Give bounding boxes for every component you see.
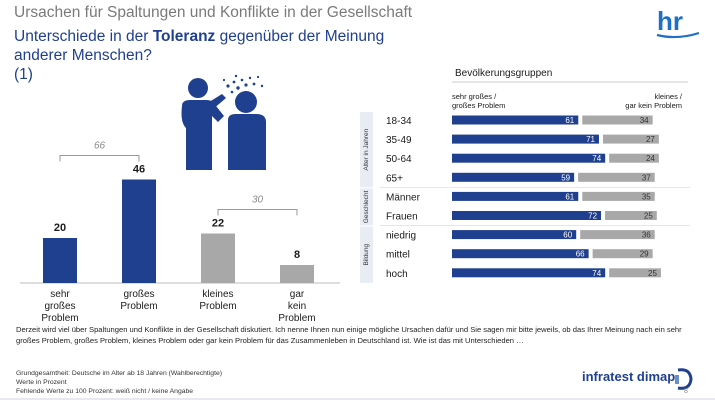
sum-bracket bbox=[217, 209, 298, 216]
data-label: 37 bbox=[642, 173, 651, 182]
title-bold: Toleranz bbox=[152, 28, 216, 45]
row-label: 18-34 bbox=[386, 116, 412, 127]
tick-label: großes Problem bbox=[120, 289, 157, 312]
infratest-dimap-icon bbox=[675, 368, 693, 390]
title-number: (1) bbox=[14, 66, 33, 83]
bar-sehr-gross bbox=[452, 134, 599, 144]
page-number: 8 bbox=[684, 388, 688, 395]
group-label: Geschlecht bbox=[363, 191, 370, 224]
group-band bbox=[360, 112, 373, 188]
title-suffix: gegenüber der Meinung anderer Menschen? bbox=[14, 28, 385, 64]
row-label: 35-49 bbox=[386, 135, 412, 146]
row-label: Frauen bbox=[386, 212, 418, 223]
logo-text: hr bbox=[657, 6, 683, 36]
bar-kleines bbox=[578, 172, 655, 182]
group-band bbox=[360, 188, 373, 226]
data-label: 35 bbox=[642, 192, 651, 201]
data-label: 59 bbox=[561, 173, 570, 182]
tick-label: kleines Problem bbox=[199, 289, 236, 312]
group-band bbox=[360, 226, 373, 283]
bar-kleines bbox=[580, 230, 655, 240]
data-label: 27 bbox=[646, 135, 655, 144]
bar-sehr-gross bbox=[452, 268, 606, 278]
data-label: 74 bbox=[592, 154, 601, 163]
title-prefix: Unterschiede in der bbox=[14, 28, 153, 45]
data-label: 8 bbox=[294, 249, 300, 261]
row-label: hoch bbox=[386, 269, 408, 280]
bar-sehr-gross bbox=[452, 172, 575, 182]
bar-sehr-gross bbox=[452, 230, 577, 240]
footnotes: Grundgesamtheit: Deutsche im Alter ab 18… bbox=[16, 369, 222, 396]
data-label: 74 bbox=[592, 269, 601, 278]
data-label: 25 bbox=[648, 269, 657, 278]
supertitle: Ursachen für Spaltungen und Konflikte in… bbox=[14, 4, 413, 21]
data-label: 46 bbox=[133, 164, 145, 176]
bar bbox=[201, 233, 235, 283]
data-label: 36 bbox=[642, 231, 651, 240]
row-label: mittel bbox=[386, 250, 410, 261]
bar-sehr-gross bbox=[452, 211, 602, 220]
data-label: 25 bbox=[644, 212, 653, 221]
sum-label: 30 bbox=[252, 195, 264, 206]
row-label: Männer bbox=[386, 192, 421, 203]
data-label: 22 bbox=[212, 218, 224, 230]
bar-kleines bbox=[602, 134, 659, 144]
row-label: 65+ bbox=[386, 173, 403, 184]
bar bbox=[43, 238, 77, 283]
legend-right: kleines / gar kein Problem bbox=[625, 92, 683, 110]
hr-logo-icon: hr bbox=[656, 6, 700, 39]
bar-kleines bbox=[609, 268, 661, 278]
brand-name: infratest dimap bbox=[582, 369, 676, 384]
data-label: 71 bbox=[586, 135, 595, 144]
group-label: Alter in Jahren bbox=[363, 128, 370, 170]
groups-bar-chart: Bevölkerungsgruppen sehr großes / großes P… bbox=[360, 68, 690, 283]
row-label: 50-64 bbox=[386, 154, 412, 165]
sum-label: 66 bbox=[94, 141, 106, 152]
data-label: 24 bbox=[646, 154, 655, 163]
data-label: 20 bbox=[54, 222, 66, 234]
data-label: 60 bbox=[563, 231, 572, 240]
footnote-base: Grundgesamtheit: Deutsche im Alter ab 18… bbox=[16, 370, 223, 377]
sum-bracket bbox=[59, 155, 140, 162]
bar bbox=[122, 179, 156, 283]
group-label: Bildung bbox=[363, 243, 370, 265]
bar-kleines bbox=[592, 249, 653, 259]
question-text: Derzeit wird viel über Spaltungen und Ko… bbox=[16, 325, 682, 345]
footer-divider bbox=[0, 398, 715, 400]
bar-sehr-gross bbox=[452, 249, 589, 259]
people-sneezing-icon bbox=[181, 74, 266, 170]
bar-sehr-gross bbox=[452, 191, 579, 201]
overall-bar-chart: 20 sehr großes Problem 46 großes Problem 22 klei… bbox=[20, 141, 340, 324]
chart-title: Bevölkerungsgruppen bbox=[455, 68, 552, 79]
footnote-unit: Werte in Prozent bbox=[16, 379, 67, 386]
data-label: 29 bbox=[640, 250, 649, 259]
legend-left: sehr großes / großes Problem bbox=[452, 92, 505, 110]
bar-kleines bbox=[582, 115, 653, 125]
data-label: 61 bbox=[565, 192, 574, 201]
bar-kleines bbox=[582, 191, 655, 201]
bar-kleines bbox=[609, 153, 659, 163]
bar bbox=[280, 265, 314, 283]
row-label: niedrig bbox=[386, 231, 416, 242]
data-label: 72 bbox=[588, 212, 597, 221]
bar-sehr-gross bbox=[452, 153, 606, 163]
tick-label: gar kein Problem bbox=[278, 289, 315, 324]
bar-sehr-gross bbox=[452, 115, 579, 125]
data-label: 66 bbox=[576, 250, 585, 259]
data-label: 61 bbox=[565, 116, 574, 125]
footnote-missing: Fehlende Werte zu 100 Prozent: weiß nich… bbox=[16, 388, 194, 395]
bar-kleines bbox=[605, 211, 657, 220]
tick-label: sehr großes Problem bbox=[41, 289, 78, 324]
page-title: Unterschiede in der Toleranz gegenüber d… bbox=[14, 27, 434, 84]
data-label: 34 bbox=[640, 116, 649, 125]
